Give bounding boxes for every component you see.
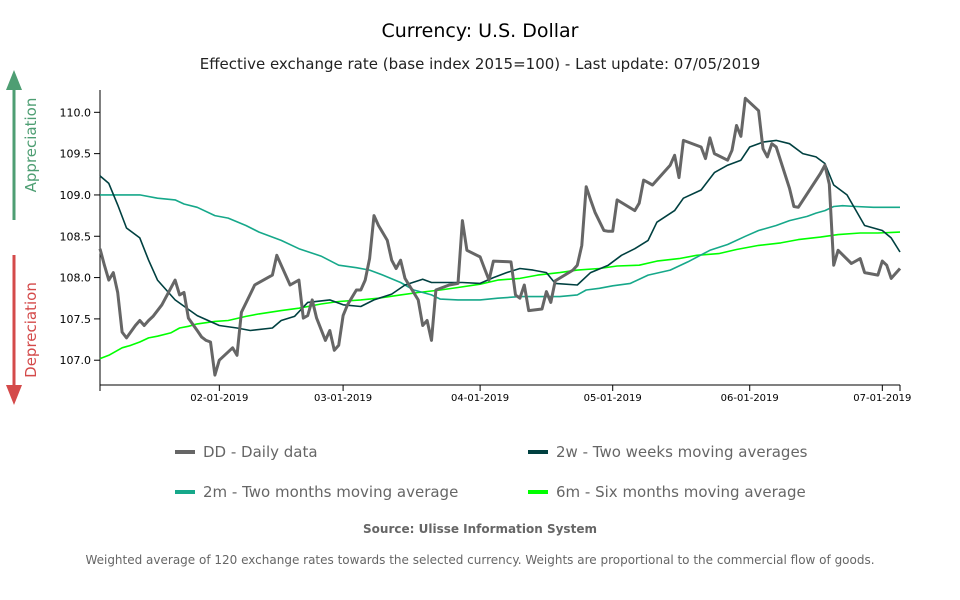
legend-item-2w[interactable]: 2w - Two weeks moving averages [528, 443, 808, 461]
chart-title: Currency: U.S. Dollar [381, 20, 579, 42]
x-tick-label: 05-01-2019 [584, 393, 642, 404]
chart: Appreciation Depreciation 107.0 107.5 108.… [6, 70, 911, 405]
x-tick-label: 06-01-2019 [721, 393, 779, 404]
legend-swatch [528, 450, 548, 454]
appreciation-label: Appreciation [22, 98, 40, 193]
legend-item-6m[interactable]: 6m - Six months moving average [528, 483, 806, 501]
x-tick-label: 04-01-2019 [451, 393, 509, 404]
series-lines [98, 96, 902, 377]
legend-label: 2w - Two weeks moving averages [556, 443, 808, 461]
series-line-dd [98, 96, 902, 377]
legend-label: 2m - Two months moving average [203, 483, 459, 501]
legend-item-2m[interactable]: 2m - Two months moving average [175, 483, 458, 501]
footnote-text: Weighted average of 120 exchange rates t… [85, 553, 875, 567]
y-tick-label: 109.0 [60, 189, 92, 202]
y-tick-label: 110.0 [60, 106, 92, 119]
legend-swatch [175, 450, 195, 454]
y-tick-label: 107.0 [60, 354, 92, 367]
legend-swatch [528, 490, 548, 494]
y-tick-label: 108.5 [60, 230, 92, 243]
series-line-2m [100, 194, 900, 301]
x-tick-label: 02-01-2019 [190, 393, 248, 404]
source-text: Source: Ulisse Information System [363, 522, 597, 536]
appreciation-arrowhead-icon [6, 70, 22, 90]
legend-swatch [175, 490, 195, 494]
axes: 107.0 107.5 108.0 108.5 109.0 109.5 110.0 02-01… [60, 90, 911, 404]
legend-label: DD - Daily data [203, 443, 318, 461]
depreciation-label: Depreciation [22, 282, 40, 378]
y-tick-label: 108.0 [60, 272, 92, 285]
series-line-6m [99, 231, 901, 360]
series-line-2w [99, 139, 901, 332]
x-tick-label: 03-01-2019 [314, 393, 372, 404]
y-tick-label: 109.5 [60, 148, 92, 161]
legend-item-dd[interactable]: DD - Daily data [175, 443, 318, 461]
x-tick-label: 07-01-2019 [853, 393, 911, 404]
chart-subtitle: Effective exchange rate (base index 2015… [199, 55, 761, 73]
depreciation-arrowhead-icon [6, 385, 22, 405]
legend-label: 6m - Six months moving average [556, 483, 806, 501]
direction-arrows: Appreciation Depreciation [6, 70, 40, 405]
y-tick-label: 107.5 [60, 313, 92, 326]
